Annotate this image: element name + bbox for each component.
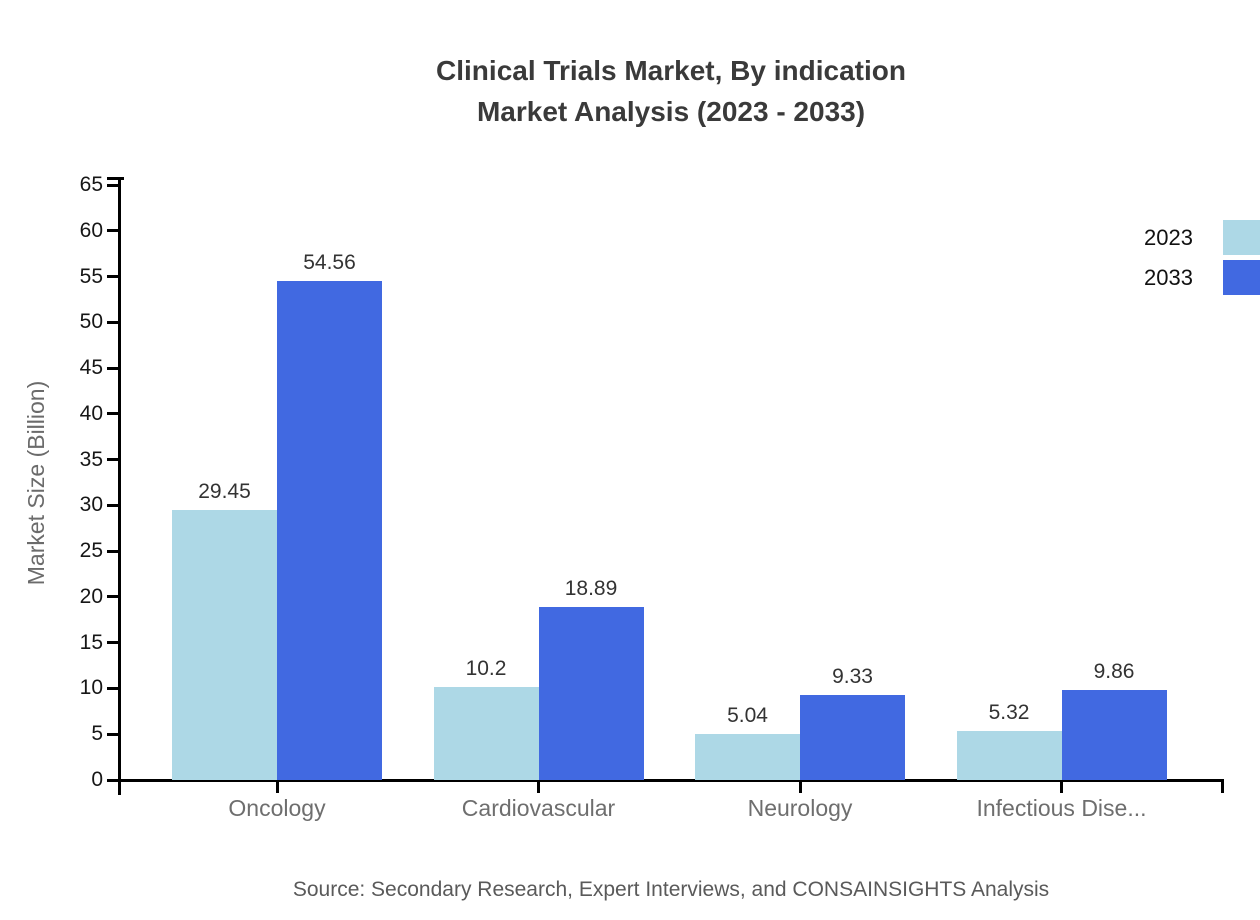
category-label: Oncology [228, 795, 326, 821]
y-axis-tick [107, 641, 119, 645]
legend-label-2033: 2033 [1144, 265, 1193, 290]
bar-2023-0 [172, 510, 277, 780]
y-axis-tick-label: 10 [79, 676, 103, 700]
chart-title-line1: Clinical Trials Market, By indication [436, 55, 906, 86]
y-axis-tick-label: 45 [79, 356, 103, 380]
y-axis-tick-label: 30 [79, 493, 103, 517]
bar-value-label: 54.56 [303, 250, 356, 274]
bar-value-label: 5.32 [988, 701, 1030, 725]
x-axis-tick [1060, 780, 1063, 793]
legend-swatch-2033 [1223, 260, 1260, 295]
legend-item-2023: 2023 [1144, 220, 1260, 255]
y-axis-tick [107, 595, 119, 599]
y-axis-tick [107, 732, 119, 736]
x-axis-tick [275, 780, 279, 793]
source-note: Source: Secondary Research, Expert Inter… [292, 878, 1050, 901]
bar-value-label: 10.2 [465, 656, 507, 680]
y-axis-tick-label: 5 [91, 722, 103, 746]
bar-2033-1 [538, 607, 644, 780]
y-axis-tick [107, 366, 119, 370]
y-axis-tick [107, 503, 119, 507]
legend-label-2023: 2023 [1144, 225, 1193, 250]
y-axis-tick-label: 20 [79, 584, 103, 608]
y-axis-tick-label: 65 [79, 173, 103, 196]
x-axis-tick [798, 780, 802, 793]
category-label: Cardiovascular [461, 795, 616, 821]
y-axis-tick [107, 320, 119, 324]
legend: 2023 2033 [1144, 220, 1260, 300]
y-axis-tick [107, 686, 119, 690]
chart-title-line2: Market Analysis (2023 - 2033) [476, 96, 866, 127]
legend-swatch-2023 [1223, 220, 1260, 255]
y-axis-tick-label: 35 [79, 447, 103, 471]
legend-item-2033: 2033 [1144, 260, 1260, 295]
x-axis-tick [537, 780, 540, 793]
chart-title: Clinical Trials Market, By indication Mar… [82, 50, 1260, 132]
y-axis-tick-label: 50 [79, 310, 103, 334]
y-axis-tick [107, 412, 119, 416]
y-axis-line [118, 179, 121, 795]
bar-value-label: 29.45 [198, 480, 251, 504]
bar-2033-3 [1061, 689, 1167, 780]
bar-value-label: 9.33 [832, 664, 873, 688]
x-axis-line [118, 778, 1224, 782]
y-axis-tick [107, 549, 119, 553]
bar-value-label: 18.89 [564, 577, 618, 601]
category-label: Infectious Dise... [976, 795, 1147, 821]
bar-value-label: 5.04 [727, 703, 768, 727]
bar-2033-0 [277, 280, 382, 780]
category-label: Neurology [747, 795, 853, 821]
y-axis-tick-label: 25 [79, 539, 103, 563]
y-axis-tick [107, 229, 119, 233]
y-axis-top-cap [107, 177, 124, 180]
bar-2033-2 [800, 694, 905, 780]
y-axis-tick-label: 40 [79, 401, 103, 425]
y-axis-tick-label: 0 [91, 768, 103, 791]
y-axis-tick [107, 183, 119, 187]
bar-2023-2 [695, 733, 800, 780]
bar-2023-1 [433, 686, 539, 780]
y-axis-tick [107, 778, 119, 782]
y-axis-tick-label: 60 [79, 218, 103, 242]
y-axis-tick-label: 15 [79, 630, 103, 654]
y-axis-tick-label: 55 [79, 264, 103, 288]
bar-value-label: 9.86 [1093, 659, 1135, 683]
bar-2023-3 [956, 731, 1062, 780]
y-axis-tick [107, 275, 119, 279]
x-axis-end-tick [1221, 780, 1224, 793]
y-axis-tick [107, 458, 119, 462]
